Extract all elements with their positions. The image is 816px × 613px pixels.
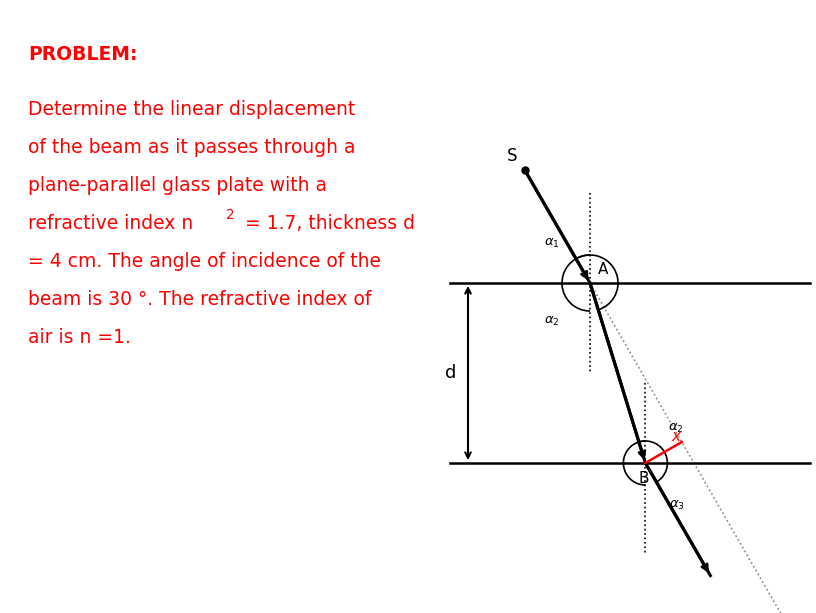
Text: $\alpha_3$: $\alpha_3$ [669, 498, 685, 512]
Text: $\alpha_2$: $\alpha_2$ [544, 314, 560, 327]
Text: = 1.7, thickness d: = 1.7, thickness d [239, 214, 415, 233]
Text: PROBLEM:: PROBLEM: [28, 45, 138, 64]
Text: refractive index n: refractive index n [28, 214, 193, 233]
Text: plane-parallel glass plate with a: plane-parallel glass plate with a [28, 176, 327, 195]
Text: d: d [445, 364, 456, 382]
Text: air is n =1.: air is n =1. [28, 328, 131, 347]
Text: A: A [598, 262, 609, 277]
Text: beam is 30 °. The refractive index of: beam is 30 °. The refractive index of [28, 290, 371, 309]
Text: $\alpha_1$: $\alpha_1$ [544, 237, 560, 249]
Text: S: S [507, 147, 517, 166]
Text: of the beam as it passes through a: of the beam as it passes through a [28, 138, 356, 157]
Text: Determine the linear displacement: Determine the linear displacement [28, 100, 355, 119]
Text: = 4 cm. The angle of incidence of the: = 4 cm. The angle of incidence of the [28, 252, 381, 271]
Text: $\alpha_2$: $\alpha_2$ [667, 422, 683, 435]
Text: 2: 2 [226, 208, 235, 222]
Text: x: x [672, 430, 681, 444]
Text: B: B [638, 471, 649, 486]
